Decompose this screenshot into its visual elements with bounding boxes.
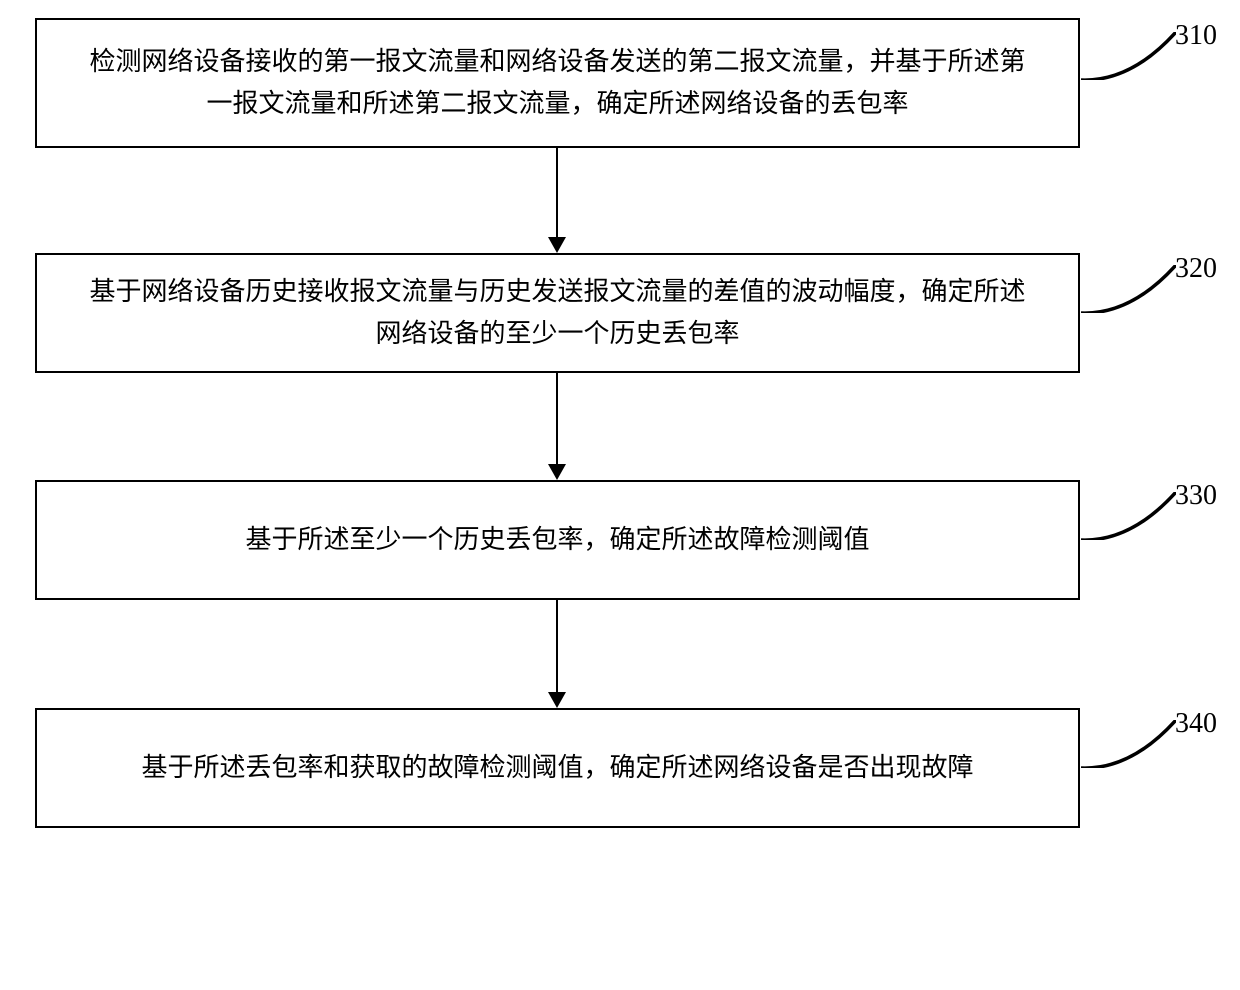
- flow-step-text: 基于所述至少一个历史丢包率，确定所述故障检测阈值: [245, 519, 869, 561]
- connector-curve-340: [1081, 720, 1176, 768]
- flow-step-text: 检测网络设备接收的第一报文流量和网络设备发送的第二报文流量，并基于所述第一报文流…: [77, 41, 1038, 124]
- arrow-head-icon: [548, 692, 566, 708]
- flow-step-text: 基于所述丢包率和获取的故障检测阈值，确定所述网络设备是否出现故障: [141, 747, 973, 789]
- arrow-line: [556, 373, 558, 464]
- flow-step-340: 基于所述丢包率和获取的故障检测阈值，确定所述网络设备是否出现故障: [35, 708, 1080, 828]
- step-label-340: 340: [1175, 708, 1217, 740]
- flow-step-text: 基于网络设备历史接收报文流量与历史发送报文流量的差值的波动幅度，确定所述网络设备…: [77, 271, 1038, 354]
- step-label-320: 320: [1175, 253, 1217, 285]
- flow-step-330: 基于所述至少一个历史丢包率，确定所述故障检测阈值: [35, 480, 1080, 600]
- connector-curve-330: [1081, 492, 1176, 540]
- flow-step-320: 基于网络设备历史接收报文流量与历史发送报文流量的差值的波动幅度，确定所述网络设备…: [35, 253, 1080, 373]
- arrow-head-icon: [548, 237, 566, 253]
- connector-curve-320: [1081, 265, 1176, 313]
- arrow-head-icon: [548, 464, 566, 480]
- flow-step-310: 检测网络设备接收的第一报文流量和网络设备发送的第二报文流量，并基于所述第一报文流…: [35, 18, 1080, 148]
- arrow-line: [556, 148, 558, 237]
- connector-curve-310: [1081, 32, 1176, 80]
- arrow-line: [556, 600, 558, 692]
- step-label-330: 330: [1175, 480, 1217, 512]
- step-label-310: 310: [1175, 20, 1217, 52]
- flowchart-container: 检测网络设备接收的第一报文流量和网络设备发送的第二报文流量，并基于所述第一报文流…: [0, 0, 1240, 990]
